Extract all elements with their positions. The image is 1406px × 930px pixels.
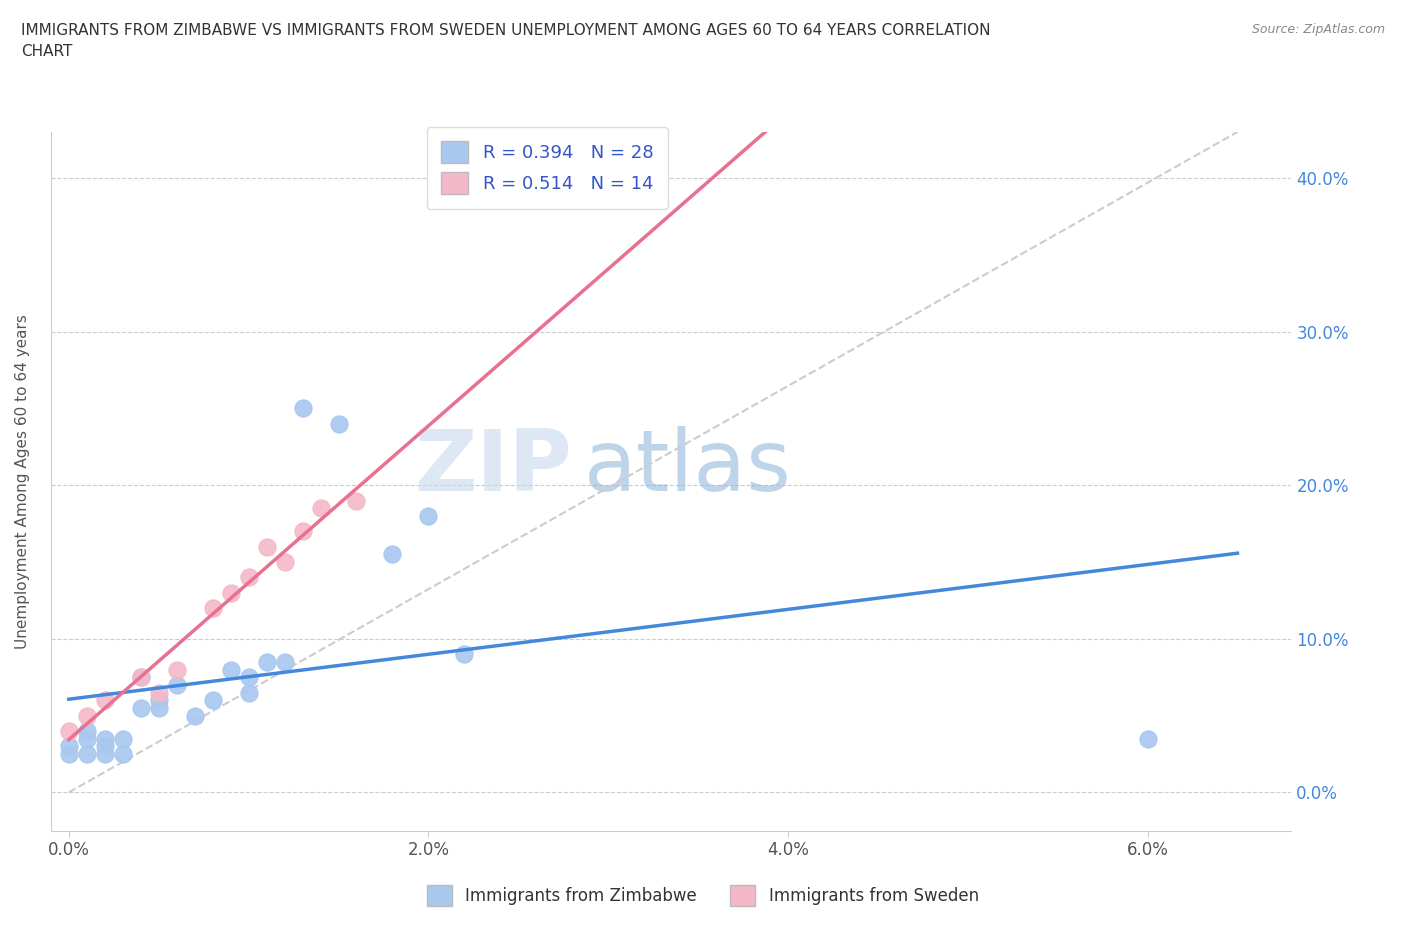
Text: Source: ZipAtlas.com: Source: ZipAtlas.com	[1251, 23, 1385, 36]
Point	[309, 500, 332, 515]
Point	[1136, 731, 1159, 746]
Point	[238, 570, 260, 585]
Point	[166, 662, 188, 677]
Point	[148, 700, 170, 715]
Point	[129, 700, 152, 715]
Point	[166, 677, 188, 692]
Point	[346, 493, 368, 508]
Point	[256, 655, 278, 670]
Text: atlas: atlas	[585, 426, 793, 509]
Point	[58, 738, 80, 753]
Point	[58, 747, 80, 762]
Point	[183, 708, 205, 723]
Point	[76, 724, 98, 738]
Point	[453, 646, 475, 661]
Point	[256, 539, 278, 554]
Point	[418, 509, 440, 524]
Point	[76, 747, 98, 762]
Point	[328, 417, 350, 432]
Point	[238, 685, 260, 700]
Legend: R = 0.394   N = 28, R = 0.514   N = 14: R = 0.394 N = 28, R = 0.514 N = 14	[426, 126, 668, 209]
Point	[148, 685, 170, 700]
Legend: Immigrants from Zimbabwe, Immigrants from Sweden: Immigrants from Zimbabwe, Immigrants fro…	[420, 879, 986, 912]
Point	[76, 708, 98, 723]
Point	[94, 738, 117, 753]
Point	[381, 547, 404, 562]
Point	[273, 655, 295, 670]
Y-axis label: Unemployment Among Ages 60 to 64 years: Unemployment Among Ages 60 to 64 years	[15, 314, 30, 649]
Point	[129, 670, 152, 684]
Point	[291, 524, 314, 538]
Point	[219, 662, 242, 677]
Text: IMMIGRANTS FROM ZIMBABWE VS IMMIGRANTS FROM SWEDEN UNEMPLOYMENT AMONG AGES 60 TO: IMMIGRANTS FROM ZIMBABWE VS IMMIGRANTS F…	[21, 23, 991, 60]
Point	[76, 731, 98, 746]
Point	[129, 670, 152, 684]
Point	[219, 585, 242, 600]
Point	[111, 731, 134, 746]
Point	[201, 601, 224, 616]
Point	[238, 670, 260, 684]
Text: ZIP: ZIP	[415, 426, 572, 509]
Point	[111, 747, 134, 762]
Point	[291, 401, 314, 416]
Point	[94, 731, 117, 746]
Point	[148, 693, 170, 708]
Point	[58, 724, 80, 738]
Point	[201, 693, 224, 708]
Point	[273, 554, 295, 569]
Point	[94, 693, 117, 708]
Point	[94, 747, 117, 762]
